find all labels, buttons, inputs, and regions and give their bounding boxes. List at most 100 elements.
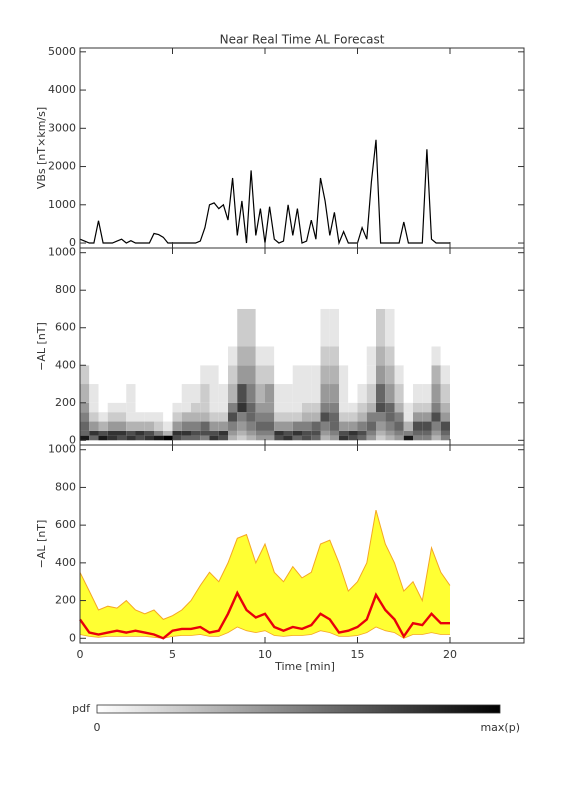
heat-cell [237,346,247,366]
heat-cell [376,421,386,431]
heat-cell [339,402,349,413]
heat-cell [255,308,265,347]
heat-cell [265,430,275,436]
heat-cell [302,346,312,366]
heat-cell [144,384,154,403]
heat-cell [135,384,145,403]
y-tick-label: 0 [69,236,76,249]
heat-cell [339,421,349,431]
heat-cell [200,308,210,347]
heat-cell [98,365,108,385]
heat-cell [385,384,395,403]
heat-cell [237,365,247,385]
heat-cell [274,384,284,403]
heat-cell [228,384,238,403]
heat-cell [144,308,154,347]
heat-cell [311,435,321,441]
heat-cell [348,402,358,413]
heat-cell [191,435,201,441]
heat-cell [117,421,127,431]
heat-cell [357,346,367,366]
heat-cell [357,430,367,436]
heat-cell [413,308,423,347]
heat-cell [403,308,413,347]
heat-cell [246,402,256,413]
heat-cell [274,435,284,441]
heat-cell [154,430,164,436]
heat-cell [357,421,367,431]
heat-cell [292,384,302,403]
heat-cell [163,435,173,441]
plot-frame [79,444,525,644]
heat-cell [394,365,404,385]
heat-cell [126,412,136,422]
heat-cell [329,435,339,441]
heat-cell [283,412,293,422]
heat-cell [255,430,265,436]
heat-cell [89,365,99,385]
heat-cell [98,421,108,431]
heat-cell [144,412,154,422]
heat-cell [191,365,201,385]
heat-cell [181,421,191,431]
heat-cell [255,384,265,403]
heat-cell [246,430,256,436]
heat-cell [117,430,127,436]
colorbar [96,704,501,714]
heat-cell [107,346,117,366]
heat-cell [311,430,321,436]
y-tick-label: 600 [55,321,76,334]
heat-cell [98,430,108,436]
heat-cell [98,435,108,441]
heat-cell [431,412,441,422]
heat-cell [292,402,302,413]
heat-cell [172,402,182,413]
heat-cell [163,365,173,385]
heat-cell [348,308,358,347]
heat-cell [394,435,404,441]
heat-cell [144,365,154,385]
heat-cell [440,430,450,436]
heat-cell [246,308,256,347]
heat-cell [80,435,90,441]
heat-cell [376,365,386,385]
heat-cell [403,421,413,431]
heat-cell [163,402,173,413]
heat-cell [237,384,247,403]
heat-cell [80,412,90,422]
heat-cell [237,421,247,431]
heat-cell [311,308,321,347]
heat-cell [413,430,423,436]
heat-cell [265,421,275,431]
heat-cell [413,412,423,422]
heat-cell [246,346,256,366]
heat-cell [413,384,423,403]
heat-cell [237,402,247,413]
heat-cell [107,365,117,385]
heat-cell [329,384,339,403]
heat-cell [329,421,339,431]
median-line [79,590,450,640]
heat-cell [255,435,265,441]
heat-cell [274,308,284,347]
heat-cell [209,346,219,366]
heat-cell [366,402,376,413]
heat-cell [440,435,450,441]
heat-cell [218,365,228,385]
heat-cell [237,435,247,441]
heat-cell [320,421,330,431]
heat-cell [366,346,376,366]
heat-cell [320,402,330,413]
heat-cell [348,435,358,441]
chart-title: Near Real Time AL Forecast [220,33,385,47]
heat-cell [218,346,228,366]
heat-cell [172,308,182,347]
heat-cell [126,384,136,403]
heat-cell [246,384,256,403]
heat-cell [431,365,441,385]
heat-cell [172,365,182,385]
heat-cell [440,402,450,413]
heat-cell [311,421,321,431]
heat-cell [107,308,117,347]
heat-cell [431,308,441,347]
